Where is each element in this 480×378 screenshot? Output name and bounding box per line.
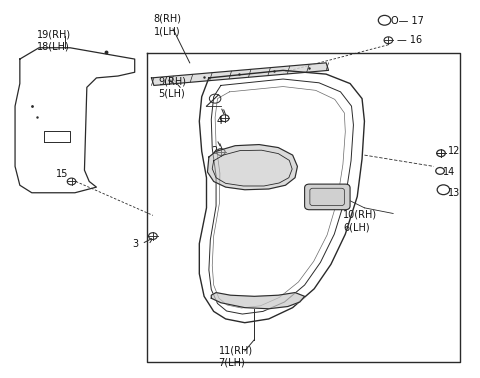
Text: 15: 15: [56, 169, 68, 179]
FancyBboxPatch shape: [305, 184, 350, 210]
Text: 9(RH)
5(LH): 9(RH) 5(LH): [158, 76, 187, 99]
Text: 3: 3: [132, 239, 138, 249]
Text: 10(RH)
6(LH): 10(RH) 6(LH): [343, 210, 377, 232]
Text: 8(RH)
1(LH): 8(RH) 1(LH): [154, 14, 182, 36]
Text: 19(RH)
18(LH): 19(RH) 18(LH): [36, 29, 71, 51]
Text: 13: 13: [448, 188, 460, 198]
Polygon shape: [152, 63, 328, 85]
Text: 14: 14: [444, 167, 456, 177]
Polygon shape: [211, 293, 305, 309]
Text: 2: 2: [211, 146, 217, 156]
Text: 4: 4: [216, 116, 222, 126]
Text: O— 17: O— 17: [391, 16, 424, 26]
Text: 12: 12: [448, 146, 461, 156]
Text: 11(RH)
7(LH): 11(RH) 7(LH): [218, 345, 252, 368]
Text: — 16: — 16: [397, 35, 422, 45]
Polygon shape: [207, 144, 298, 190]
